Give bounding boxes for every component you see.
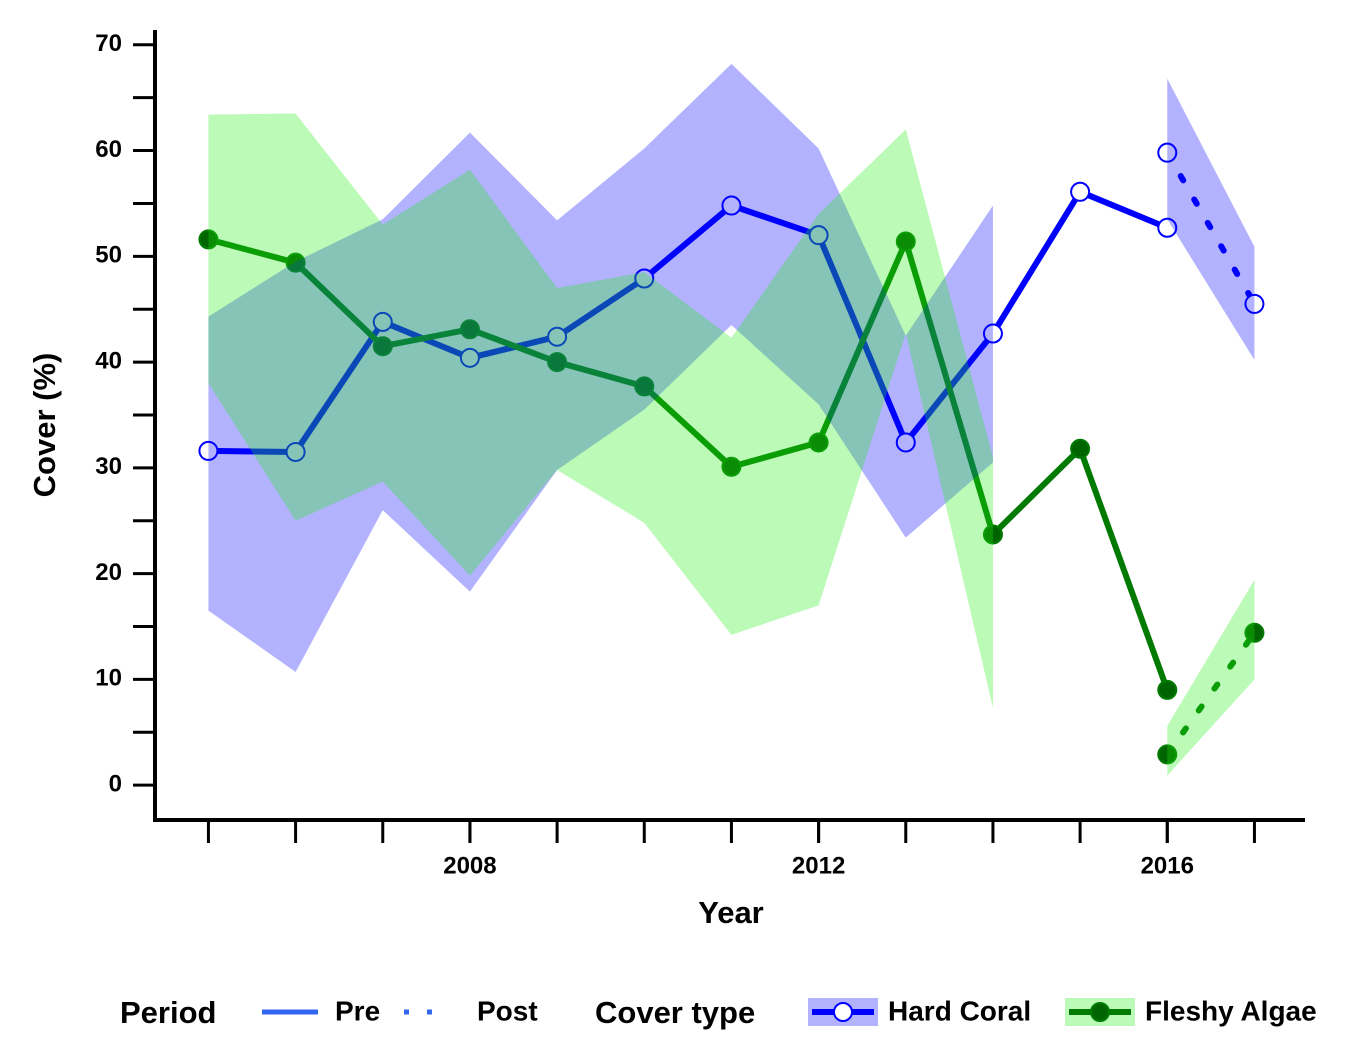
data-point: [895, 432, 916, 453]
data-point: [1070, 181, 1091, 202]
x-tick-label: 2008: [443, 852, 496, 879]
x-tick-label: 2016: [1141, 852, 1194, 879]
data-point: [547, 352, 568, 373]
legend-label: Fleshy Algae: [1145, 995, 1317, 1026]
data-point: [895, 231, 916, 252]
data-point: [372, 311, 393, 332]
series-line: [1164, 629, 1258, 758]
y-tick-label: 60: [95, 136, 122, 163]
data-point: [198, 229, 219, 250]
y-axis-label: Cover (%): [27, 353, 62, 498]
data-point: [372, 336, 393, 357]
confidence-ribbon: [208, 113, 993, 708]
data-point: [1157, 679, 1178, 700]
data-point: [982, 524, 1003, 545]
data-point: [459, 347, 480, 368]
legend-title: Cover type: [595, 995, 755, 1030]
legend-label: Pre: [335, 995, 380, 1026]
legend-title: Period: [120, 995, 216, 1030]
series-line: [205, 236, 1171, 693]
data-point: [285, 252, 306, 273]
data-point: [808, 225, 829, 246]
data-point: [198, 440, 219, 461]
data-point: [982, 323, 1003, 344]
y-tick-label: 50: [95, 242, 122, 269]
data-point: [721, 456, 742, 477]
legend-key: [833, 1002, 853, 1022]
legend-label: Hard Coral: [888, 995, 1031, 1026]
y-tick-label: 40: [95, 347, 122, 374]
y-tick-label: 70: [95, 30, 122, 57]
legend-key: [1090, 1002, 1110, 1022]
data-point: [285, 441, 306, 462]
confidence-ribbon: [208, 63, 993, 672]
data-point: [459, 319, 480, 340]
data-point: [1244, 293, 1265, 314]
confidence-ribbon: [1167, 78, 1255, 360]
y-tick-label: 0: [109, 770, 122, 797]
data-point: [634, 376, 655, 397]
y-tick-label: 20: [95, 559, 122, 586]
data-point: [1070, 438, 1091, 459]
data-point: [634, 268, 655, 289]
x-axis-label: Year: [698, 895, 764, 930]
data-point: [808, 432, 829, 453]
data-point: [721, 195, 742, 216]
y-tick-label: 10: [95, 665, 122, 692]
y-tick-label: 30: [95, 453, 122, 480]
x-tick-label: 2012: [792, 852, 845, 879]
data-point: [1244, 622, 1265, 643]
data-point: [547, 326, 568, 347]
legend-label: Post: [477, 995, 538, 1026]
confidence-ribbon: [1167, 579, 1255, 776]
series-line: [205, 188, 1171, 455]
data-point: [1157, 142, 1178, 163]
data-point: [1157, 217, 1178, 238]
data-point: [1157, 744, 1178, 765]
series-line: [1164, 149, 1258, 307]
